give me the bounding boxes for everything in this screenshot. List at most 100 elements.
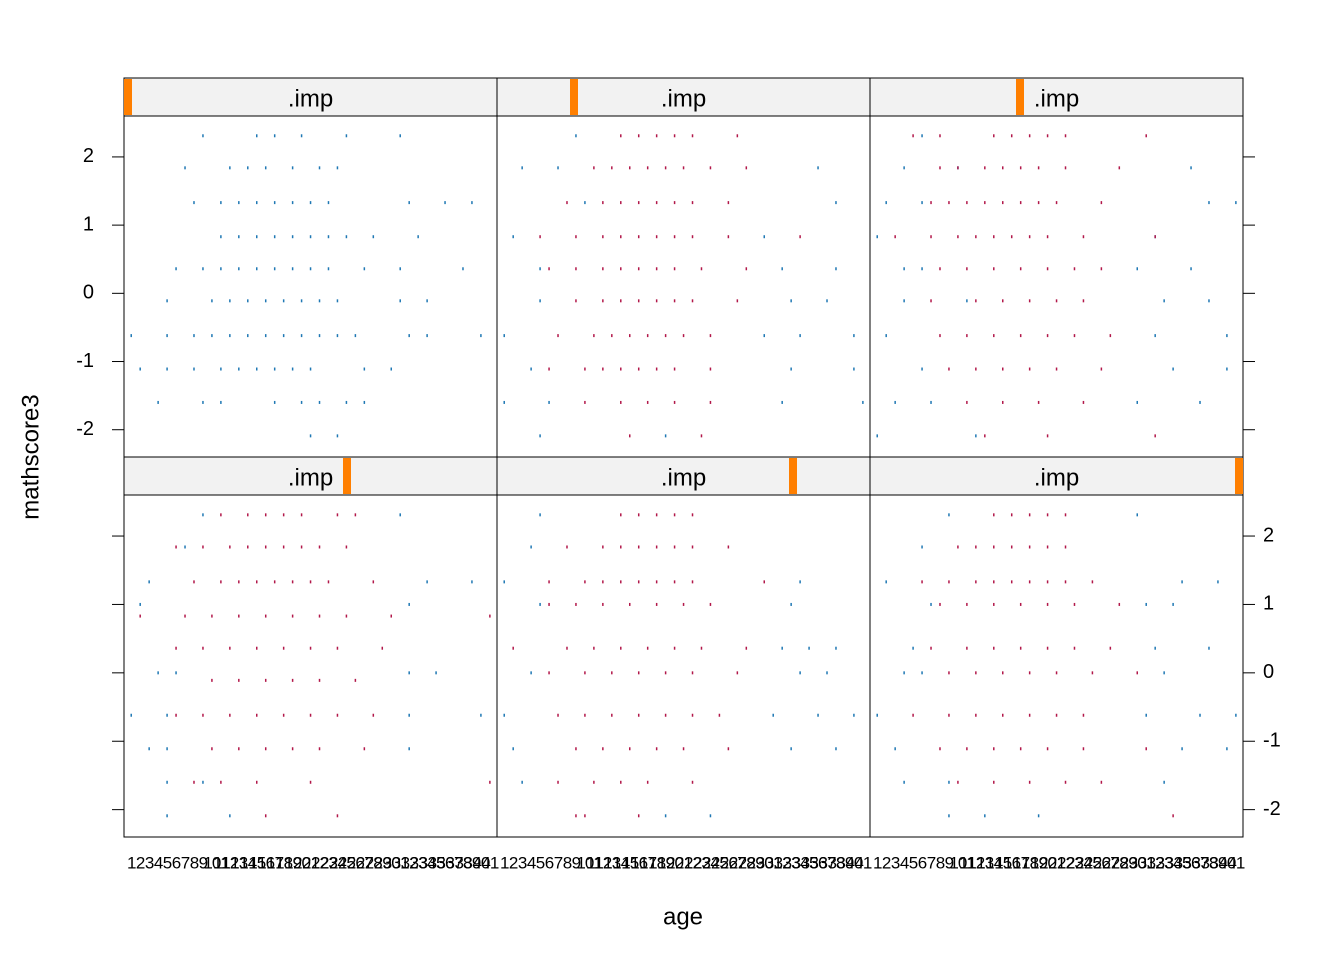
point: [309, 201, 312, 205]
point: [691, 513, 694, 517]
x-tick-label: 41: [481, 853, 498, 872]
point: [1190, 267, 1192, 271]
x-tick-label: 30: [1129, 853, 1146, 872]
point: [318, 334, 321, 338]
x-tick-label: 3: [518, 853, 527, 872]
point: [489, 780, 491, 784]
point: [256, 580, 258, 584]
point: [1046, 513, 1049, 517]
point: [993, 334, 995, 338]
point: [202, 267, 204, 271]
point: [620, 201, 622, 205]
point: [557, 780, 559, 784]
point: [655, 580, 658, 584]
point: [620, 134, 622, 138]
point: [894, 400, 896, 404]
point: [620, 400, 622, 404]
point: [673, 580, 676, 584]
x-tick-label: 4: [527, 853, 536, 872]
point: [993, 513, 995, 517]
point: [548, 602, 550, 606]
x-tick-label: 9: [572, 853, 581, 872]
point: [939, 166, 941, 170]
point: [745, 646, 748, 650]
point: [1010, 580, 1013, 584]
x-tick-label: 13: [976, 853, 993, 872]
panel: [869, 115, 1244, 458]
point: [1010, 513, 1013, 517]
point: [1154, 235, 1156, 239]
point: [184, 545, 186, 549]
point: [291, 201, 294, 205]
point: [664, 334, 667, 338]
point: [1100, 367, 1103, 371]
point: [300, 134, 303, 138]
point: [655, 747, 658, 751]
point: [1037, 400, 1040, 404]
point: [229, 334, 231, 338]
point: [993, 602, 995, 606]
point: [548, 580, 550, 584]
point: [930, 235, 932, 239]
point: [691, 201, 694, 205]
point: [291, 747, 294, 751]
point: [318, 166, 321, 170]
point: [939, 334, 941, 338]
point: [548, 267, 550, 271]
x-tick-label: 7: [927, 853, 936, 872]
point: [327, 235, 330, 239]
point: [939, 602, 941, 606]
point: [264, 814, 267, 818]
point: [220, 580, 222, 584]
point: [229, 299, 231, 303]
point: [1073, 646, 1076, 650]
point: [655, 201, 658, 205]
point: [637, 814, 640, 818]
x-tick-label: 2: [136, 853, 145, 872]
point: [575, 134, 577, 138]
point: [1226, 334, 1228, 338]
point: [1046, 434, 1049, 438]
point: [593, 334, 595, 338]
point: [790, 299, 792, 303]
x-tick-label: 23: [320, 853, 337, 872]
point: [273, 267, 276, 271]
point: [175, 646, 177, 650]
y-tick-label: 0: [83, 282, 94, 304]
point: [966, 299, 968, 303]
point: [602, 545, 604, 549]
point: [309, 713, 312, 717]
x-tick-label: 14: [239, 853, 256, 872]
point: [862, 400, 864, 404]
point: [530, 545, 532, 549]
point: [700, 434, 703, 438]
x-tick-label: 9: [199, 853, 208, 872]
point: [1190, 166, 1192, 170]
x-tick-label: 20: [666, 853, 683, 872]
point: [602, 201, 604, 205]
point: [709, 367, 712, 371]
point: [1100, 267, 1103, 271]
point: [148, 747, 150, 751]
point: [611, 166, 613, 170]
point: [1235, 201, 1237, 205]
point: [1002, 201, 1004, 205]
point: [646, 166, 649, 170]
x-tick-label: 3: [145, 853, 154, 872]
point: [655, 134, 658, 138]
point: [957, 235, 959, 239]
x-tick-label: 26: [347, 853, 364, 872]
x-tick-label: 34: [792, 853, 809, 872]
point: [1028, 235, 1031, 239]
x-tick-label: 36: [1183, 853, 1200, 872]
strip: [869, 77, 1244, 117]
point: [256, 267, 258, 271]
point: [1037, 814, 1040, 818]
point: [202, 713, 204, 717]
point: [264, 614, 267, 618]
point: [912, 713, 914, 717]
point: [620, 367, 622, 371]
point: [256, 201, 258, 205]
point: [139, 367, 141, 371]
point: [957, 780, 959, 784]
